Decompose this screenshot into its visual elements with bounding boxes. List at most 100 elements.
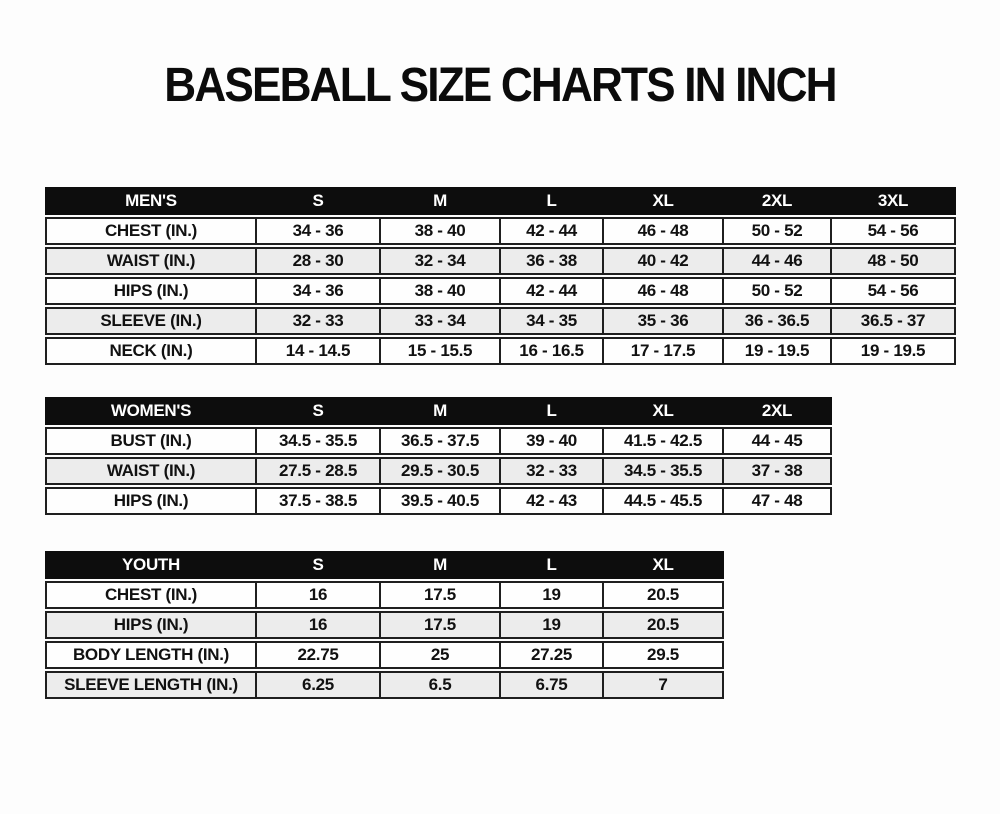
size-value-cell: 28 - 30 [255,248,379,273]
size-value-cell: 44 - 45 [722,428,830,453]
size-header-cell: M [433,190,447,210]
size-value-cell: 22.75 [255,642,379,667]
size-header-cell: XL [652,400,674,420]
size-value-cell: 16 [255,582,379,607]
size-value-cell: 36.5 - 37.5 [379,428,499,453]
size-header-cell: L [546,400,557,420]
row-label-cell: SLEEVE LENGTH (IN.) [64,674,238,694]
size-value-cell: 14 - 14.5 [255,338,379,363]
table-row: BUST (IN.) 34.5 - 35.5 36.5 - 37.5 39 - 40 4… [45,426,832,455]
size-value-cell: 34.5 - 35.5 [255,428,379,453]
size-value-cell: 38 - 40 [379,218,499,243]
size-value-cell: 19 [499,582,602,607]
size-value-cell: 16 - 16.5 [499,338,602,363]
mens-size-table: MEN'S S M L XL 2XL 3XL CHEST (IN.) 34 - 36 38 - 4… [45,186,956,365]
size-value-cell: 16 [255,612,379,637]
size-value-cell: 19 - 19.5 [722,338,830,363]
size-value-cell: 40 - 42 [602,248,722,273]
size-value-cell: 20.5 [602,582,722,607]
size-value-cell: 46 - 48 [602,218,722,243]
size-value-cell: 39 - 40 [499,428,602,453]
row-label-cell: BUST (IN.) [110,430,192,450]
size-value-cell: 41.5 - 42.5 [602,428,722,453]
size-value-cell: 29.5 [602,642,722,667]
size-chart-page: BASEBALL SIZE CHARTS IN INCH MEN'S S M L XL 2… [0,59,1000,699]
size-value-cell: 36 - 38 [499,248,602,273]
row-label-cell: CHEST (IN.) [104,220,198,240]
row-label-cell: HIPS (IN.) [113,490,189,510]
size-value-cell: 25 [379,642,499,667]
size-value-cell: 27.5 - 28.5 [255,458,379,483]
size-value-cell: 36 - 36.5 [722,308,830,333]
size-header-cell: XL [652,190,674,210]
size-value-cell: 34 - 35 [499,308,602,333]
size-value-cell: 39.5 - 40.5 [379,488,499,513]
tables-container: MEN'S S M L XL 2XL 3XL CHEST (IN.) 34 - 36 38 - 4… [45,186,1000,699]
size-value-cell: 36.5 - 37 [830,308,954,333]
size-value-cell: 17 - 17.5 [602,338,722,363]
table-title-cell: YOUTH [121,554,180,574]
size-header-cell: L [546,554,557,574]
size-header-cell: 3XL [877,190,909,210]
table-row: SLEEVE (IN.) 32 - 33 33 - 34 34 - 35 35 - 36… [45,306,956,335]
row-label-cell: HIPS (IN.) [113,280,189,300]
table-row: SLEEVE LENGTH (IN.) 6.25 6.5 6.75 7 [45,670,724,699]
size-value-cell: 20.5 [602,612,722,637]
size-header-cell: M [433,554,447,574]
size-value-cell: 50 - 52 [722,218,830,243]
size-value-cell: 44 - 46 [722,248,830,273]
size-value-cell: 19 [499,612,602,637]
size-value-cell: 47 - 48 [722,488,830,513]
size-value-cell: 27.25 [499,642,602,667]
size-header-cell: S [312,554,324,574]
table-header-row: YOUTH S M L XL [45,550,724,579]
table-row: HIPS (IN.) 16 17.5 19 20.5 [45,610,724,639]
size-value-cell: 37.5 - 38.5 [255,488,379,513]
size-value-cell: 6.25 [255,672,379,697]
table-row: WAIST (IN.) 28 - 30 32 - 34 36 - 38 40 - 42 4… [45,246,956,275]
size-value-cell: 6.75 [499,672,602,697]
size-value-cell: 46 - 48 [602,278,722,303]
size-value-cell: 32 - 33 [499,458,602,483]
table-title-cell: WOMEN'S [110,400,192,420]
size-value-cell: 7 [602,672,722,697]
size-value-cell: 17.5 [379,582,499,607]
size-value-cell: 34 - 36 [255,278,379,303]
table-row: CHEST (IN.) 34 - 36 38 - 40 42 - 44 46 - 48 5… [45,216,956,245]
size-value-cell: 54 - 56 [830,278,954,303]
size-value-cell: 33 - 34 [379,308,499,333]
size-value-cell: 32 - 34 [379,248,499,273]
size-value-cell: 42 - 43 [499,488,602,513]
size-value-cell: 32 - 33 [255,308,379,333]
size-value-cell: 15 - 15.5 [379,338,499,363]
page-title: BASEBALL SIZE CHARTS IN INCH [164,59,837,112]
size-value-cell: 34 - 36 [255,218,379,243]
size-value-cell: 37 - 38 [722,458,830,483]
table-row: WAIST (IN.) 27.5 - 28.5 29.5 - 30.5 32 - 33… [45,456,832,485]
size-value-cell: 17.5 [379,612,499,637]
size-value-cell: 19 - 19.5 [830,338,954,363]
size-value-cell: 38 - 40 [379,278,499,303]
size-header-cell: S [312,400,324,420]
size-header-cell: 2XL [761,190,793,210]
row-label-cell: CHEST (IN.) [104,584,198,604]
table-row: HIPS (IN.) 34 - 36 38 - 40 42 - 44 46 - 48 50… [45,276,956,305]
size-value-cell: 42 - 44 [499,218,602,243]
size-header-cell: S [312,190,324,210]
table-row: HIPS (IN.) 37.5 - 38.5 39.5 - 40.5 42 - 43 4… [45,486,832,515]
table-title-cell: MEN'S [125,190,177,210]
row-label-cell: WAIST (IN.) [106,250,196,270]
row-label-cell: WAIST (IN.) [106,460,196,480]
size-header-cell: M [433,400,447,420]
size-value-cell: 42 - 44 [499,278,602,303]
table-row: BODY LENGTH (IN.) 22.75 25 27.25 29.5 [45,640,724,669]
size-value-cell: 29.5 - 30.5 [379,458,499,483]
table-header-row: WOMEN'S S M L XL 2XL [45,396,832,425]
size-header-cell: 2XL [761,400,793,420]
size-value-cell: 54 - 56 [830,218,954,243]
size-header-cell: XL [652,554,674,574]
table-row: NECK (IN.) 14 - 14.5 15 - 15.5 16 - 16.5 17 … [45,336,956,365]
size-value-cell: 44.5 - 45.5 [602,488,722,513]
row-label-cell: HIPS (IN.) [113,614,189,634]
size-value-cell: 34.5 - 35.5 [602,458,722,483]
